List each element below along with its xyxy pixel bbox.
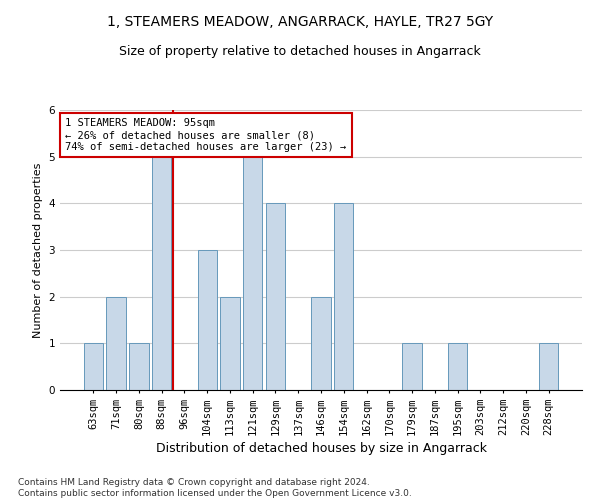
Bar (334, 204, 353, 390)
Bar (197, 250, 217, 390)
Bar (243, 156, 262, 390)
Text: 1, STEAMERS MEADOW, ANGARRACK, HAYLE, TR27 5GY: 1, STEAMERS MEADOW, ANGARRACK, HAYLE, TR… (107, 15, 493, 29)
Bar (311, 296, 331, 390)
Bar (152, 156, 172, 390)
X-axis label: Distribution of detached houses by size in Angarrack: Distribution of detached houses by size … (155, 442, 487, 455)
Text: Size of property relative to detached houses in Angarrack: Size of property relative to detached ho… (119, 45, 481, 58)
Bar (220, 296, 239, 390)
Bar (266, 204, 285, 390)
Text: Contains HM Land Registry data © Crown copyright and database right 2024.
Contai: Contains HM Land Registry data © Crown c… (18, 478, 412, 498)
Y-axis label: Number of detached properties: Number of detached properties (33, 162, 43, 338)
Text: 1 STEAMERS MEADOW: 95sqm
← 26% of detached houses are smaller (8)
74% of semi-de: 1 STEAMERS MEADOW: 95sqm ← 26% of detach… (65, 118, 346, 152)
Bar (539, 344, 558, 390)
Bar (403, 344, 422, 390)
Bar (106, 296, 126, 390)
Bar (448, 344, 467, 390)
Bar (129, 344, 149, 390)
Bar (84, 344, 103, 390)
